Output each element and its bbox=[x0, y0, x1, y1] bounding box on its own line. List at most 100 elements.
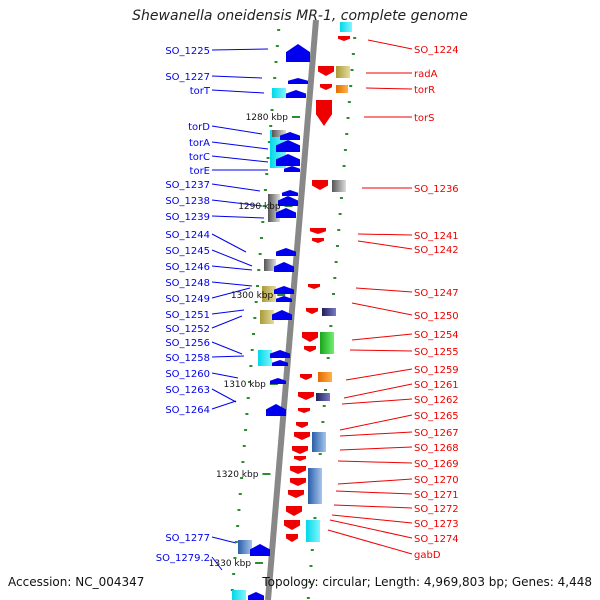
gene-label-right[interactable]: SO_1250 bbox=[414, 311, 459, 322]
gene-feature-box[interactable] bbox=[272, 88, 286, 98]
gene-label-right[interactable]: SO_1261 bbox=[414, 380, 459, 391]
gene-label-left[interactable]: SO_1246 bbox=[165, 262, 210, 273]
forward-gene-arrow[interactable] bbox=[274, 286, 294, 294]
gene-feature-box[interactable] bbox=[318, 372, 332, 382]
forward-gene-arrow[interactable] bbox=[276, 154, 300, 166]
gene-feature-box[interactable] bbox=[260, 310, 274, 324]
forward-gene-arrow[interactable] bbox=[272, 360, 288, 366]
gene-label-left[interactable]: SO_1277 bbox=[165, 533, 210, 544]
reverse-gene-arrow[interactable] bbox=[300, 374, 312, 380]
forward-gene-arrow[interactable] bbox=[272, 310, 292, 320]
gene-label-right[interactable]: SO_1241 bbox=[414, 231, 459, 242]
gene-feature-box[interactable] bbox=[312, 432, 326, 452]
gene-feature-box[interactable] bbox=[336, 66, 350, 78]
gene-feature-box[interactable] bbox=[262, 286, 276, 302]
gene-label-right[interactable]: SO_1274 bbox=[414, 534, 459, 545]
reverse-gene-arrow[interactable] bbox=[306, 308, 318, 314]
gene-label-left[interactable]: SO_1225 bbox=[165, 46, 210, 57]
gene-label-left[interactable]: SO_1251 bbox=[165, 310, 210, 321]
forward-gene-arrow[interactable] bbox=[270, 350, 290, 358]
gene-label-left[interactable]: torT bbox=[190, 86, 211, 97]
forward-gene-arrow[interactable] bbox=[270, 378, 286, 384]
forward-gene-arrow[interactable] bbox=[286, 90, 306, 98]
gene-feature-box[interactable] bbox=[316, 393, 330, 401]
gene-label-left[interactable]: SO_1252 bbox=[165, 324, 210, 335]
reverse-gene-arrow[interactable] bbox=[298, 408, 310, 413]
forward-gene-arrow[interactable] bbox=[266, 404, 286, 416]
gene-feature-box[interactable] bbox=[322, 308, 336, 316]
forward-gene-arrow[interactable] bbox=[276, 248, 296, 256]
gene-label-left[interactable]: SO_1256 bbox=[165, 338, 210, 349]
forward-gene-arrow[interactable] bbox=[276, 208, 296, 218]
gene-label-left[interactable]: SO_1227 bbox=[165, 72, 210, 83]
gene-feature-box[interactable] bbox=[306, 520, 320, 542]
reverse-gene-arrow[interactable] bbox=[286, 506, 302, 516]
gene-label-right[interactable]: SO_1224 bbox=[414, 45, 459, 56]
reverse-gene-arrow[interactable] bbox=[290, 466, 306, 474]
reverse-gene-arrow[interactable] bbox=[312, 180, 328, 190]
reverse-gene-arrow[interactable] bbox=[288, 490, 304, 498]
gene-label-right[interactable]: SO_1262 bbox=[414, 395, 459, 406]
forward-gene-arrow[interactable] bbox=[288, 78, 308, 84]
reverse-gene-arrow[interactable] bbox=[294, 432, 310, 440]
forward-gene-arrow[interactable] bbox=[280, 132, 300, 140]
gene-label-right[interactable]: SO_1268 bbox=[414, 443, 459, 454]
forward-gene-arrow[interactable] bbox=[286, 44, 310, 62]
reverse-gene-arrow[interactable] bbox=[316, 100, 332, 126]
gene-label-right[interactable]: SO_1273 bbox=[414, 519, 459, 530]
gene-label-right[interactable]: gabD bbox=[414, 550, 441, 561]
gene-label-left[interactable]: SO_1264 bbox=[165, 405, 210, 416]
reverse-gene-arrow[interactable] bbox=[310, 228, 326, 234]
reverse-gene-arrow[interactable] bbox=[338, 36, 350, 41]
reverse-gene-arrow[interactable] bbox=[286, 534, 298, 542]
gene-label-right[interactable]: SO_1265 bbox=[414, 411, 459, 422]
reverse-gene-arrow[interactable] bbox=[320, 84, 332, 90]
gene-label-left[interactable]: SO_1249 bbox=[165, 294, 210, 305]
gene-label-left[interactable]: SO_1237 bbox=[165, 180, 210, 191]
gene-feature-box[interactable] bbox=[264, 259, 276, 271]
forward-gene-arrow[interactable] bbox=[248, 592, 264, 600]
gene-label-right[interactable]: SO_1259 bbox=[414, 365, 459, 376]
gene-label-right[interactable]: SO_1255 bbox=[414, 347, 459, 358]
forward-gene-arrow[interactable] bbox=[278, 196, 298, 206]
gene-feature-box[interactable] bbox=[232, 590, 246, 600]
gene-label-right[interactable]: SO_1254 bbox=[414, 330, 459, 341]
reverse-gene-arrow[interactable] bbox=[304, 346, 316, 352]
reverse-gene-arrow[interactable] bbox=[308, 284, 320, 289]
gene-label-left[interactable]: torA bbox=[189, 138, 210, 149]
gene-label-left[interactable]: torC bbox=[189, 152, 210, 163]
gene-feature-box[interactable] bbox=[258, 350, 272, 366]
gene-label-right[interactable]: SO_1242 bbox=[414, 245, 459, 256]
gene-label-right[interactable]: SO_1270 bbox=[414, 475, 459, 486]
forward-gene-arrow[interactable] bbox=[250, 544, 270, 556]
gene-feature-box[interactable] bbox=[336, 85, 348, 93]
forward-gene-arrow[interactable] bbox=[276, 140, 300, 152]
gene-label-left[interactable]: SO_1258 bbox=[165, 353, 210, 364]
gene-label-left[interactable]: torD bbox=[188, 122, 210, 133]
gene-label-left[interactable]: SO_1238 bbox=[165, 196, 210, 207]
reverse-gene-arrow[interactable] bbox=[318, 66, 334, 76]
gene-label-left[interactable]: SO_1279.2 bbox=[156, 553, 210, 564]
reverse-gene-arrow[interactable] bbox=[284, 520, 300, 530]
gene-feature-box[interactable] bbox=[332, 180, 346, 192]
gene-feature-box[interactable] bbox=[340, 22, 352, 32]
gene-label-right[interactable]: SO_1272 bbox=[414, 504, 459, 515]
gene-label-right[interactable]: torS bbox=[414, 113, 435, 124]
gene-label-left[interactable]: SO_1244 bbox=[165, 230, 210, 241]
gene-feature-box[interactable] bbox=[238, 540, 252, 554]
gene-label-right[interactable]: torR bbox=[414, 85, 435, 96]
gene-label-right[interactable]: SO_1267 bbox=[414, 428, 459, 439]
gene-label-left[interactable]: SO_1263 bbox=[165, 385, 210, 396]
reverse-gene-arrow[interactable] bbox=[290, 478, 306, 486]
gene-label-right[interactable]: SO_1247 bbox=[414, 288, 459, 299]
gene-label-left[interactable]: SO_1260 bbox=[165, 369, 210, 380]
gene-label-left[interactable]: torE bbox=[190, 166, 210, 177]
gene-feature-box[interactable] bbox=[320, 332, 334, 354]
forward-gene-arrow[interactable] bbox=[282, 190, 298, 196]
reverse-gene-arrow[interactable] bbox=[296, 422, 308, 428]
reverse-gene-arrow[interactable] bbox=[292, 446, 308, 454]
forward-gene-arrow[interactable] bbox=[274, 262, 294, 272]
gene-label-right[interactable]: SO_1269 bbox=[414, 459, 459, 470]
forward-gene-arrow[interactable] bbox=[284, 166, 300, 172]
gene-label-left[interactable]: SO_1245 bbox=[165, 246, 210, 257]
